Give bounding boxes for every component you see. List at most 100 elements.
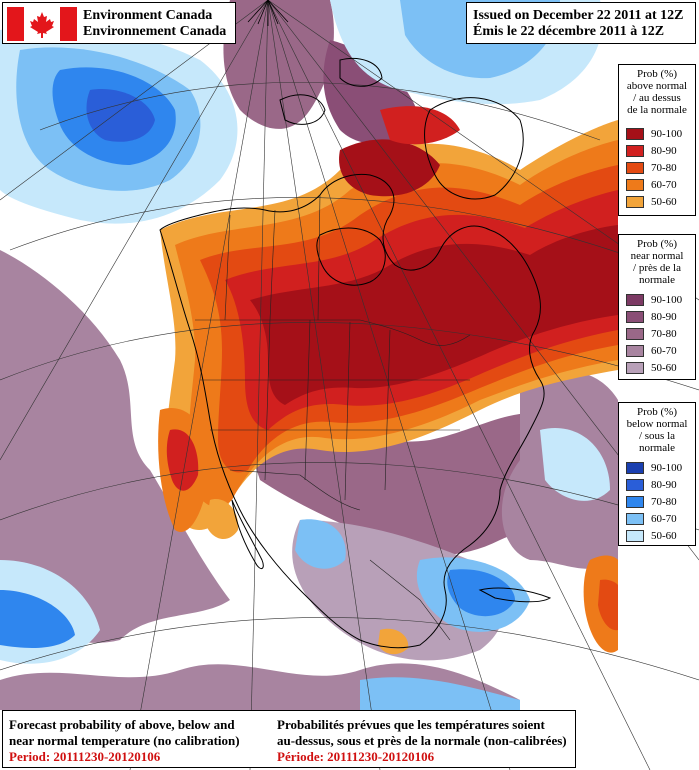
legend-title-line: Prob (%) xyxy=(636,238,678,250)
legend-item: 90-100 xyxy=(619,460,695,477)
legend-title-line: de la normale xyxy=(627,104,687,116)
above-normal-arctic-strip xyxy=(380,106,460,145)
longitude-line xyxy=(267,0,651,770)
legend-item: 50-60 xyxy=(619,360,695,377)
latitude-line xyxy=(39,82,601,141)
legend-label: 70-80 xyxy=(651,162,677,174)
pole-marker xyxy=(247,0,289,26)
legend-label: 90-100 xyxy=(651,294,683,306)
latitude-line xyxy=(9,197,641,261)
longitude-line xyxy=(0,0,269,461)
longitude-line xyxy=(267,0,381,770)
color-swatch xyxy=(626,311,644,323)
canada-flag-icon xyxy=(7,7,77,41)
legend-item: 90-100 xyxy=(619,126,695,143)
north-america-coast xyxy=(159,173,545,649)
longitude-line xyxy=(249,0,269,770)
agency-name-english: Environment Canada xyxy=(83,8,213,23)
legend-item: 50-60 xyxy=(619,194,695,211)
below-normal-northwest-max xyxy=(86,89,155,142)
legend-title-line: near normal xyxy=(630,250,684,262)
legend-label: 80-90 xyxy=(651,311,677,323)
caption-french-line: Probabilités prévues que les température… xyxy=(277,717,545,732)
legend-title-line: Prob (%) xyxy=(636,68,678,80)
legend-item: 60-70 xyxy=(619,511,695,528)
color-swatch xyxy=(626,462,644,474)
legend-label: 60-70 xyxy=(651,345,677,357)
province-line xyxy=(317,194,321,321)
legend-title-line: below normal xyxy=(626,418,688,430)
caption-french-period: Période: 20111230-20120106 xyxy=(277,749,435,764)
color-swatch xyxy=(626,513,644,525)
legend-item: 50-60 xyxy=(619,528,695,545)
state-line xyxy=(264,319,271,481)
above-normal-labrador xyxy=(339,139,440,197)
legend-label: 80-90 xyxy=(651,479,677,491)
above-normal-southwest-coast xyxy=(206,499,239,540)
below-normal-south-strip xyxy=(360,677,520,710)
state-line xyxy=(344,321,351,501)
arctic-island-coast xyxy=(279,94,326,125)
legend-item: 80-90 xyxy=(619,477,695,494)
legend-label: 80-90 xyxy=(651,145,677,157)
hudson-bay-coast xyxy=(316,227,386,286)
legend-title-line: Prob (%) xyxy=(636,406,678,418)
legend-item: 60-70 xyxy=(619,177,695,194)
cuba-coast xyxy=(478,587,552,603)
legend-item: 70-80 xyxy=(619,326,695,343)
color-swatch xyxy=(626,162,644,174)
below-normal-baja xyxy=(295,519,346,569)
legend-label: 50-60 xyxy=(651,196,677,208)
below-normal-east-atlantic xyxy=(540,428,610,501)
map-caption: Forecast probability of above, below and… xyxy=(2,710,576,768)
legend-label: 90-100 xyxy=(651,128,683,140)
legend-title-line: normale xyxy=(638,274,676,286)
above-normal-90-100 xyxy=(250,225,618,405)
legend-title-line: above normal xyxy=(626,80,688,92)
color-swatch xyxy=(626,362,644,374)
legend-near-normal: Prob (%) near normal / près de la normal… xyxy=(618,234,696,380)
legend-item: 70-80 xyxy=(619,494,695,511)
agency-header: Environment Canada Environnement Canada xyxy=(2,2,236,44)
legend-above-title: Prob (%) above normal / au dessus de la … xyxy=(619,65,695,118)
legend-title-line: / près de la xyxy=(633,262,681,274)
longitude-line xyxy=(267,0,511,770)
near-normal-west-pacific xyxy=(0,250,230,643)
legend-item: 70-80 xyxy=(619,160,695,177)
greenland-coast xyxy=(424,97,524,200)
caption-english-line: near normal temperature (no calibration) xyxy=(9,733,240,748)
below-normal-southwest-core xyxy=(0,590,75,648)
color-swatch xyxy=(626,530,644,542)
us-mexico-border xyxy=(229,469,361,511)
issue-date-english: Issued on December 22 2011 at 12Z xyxy=(473,8,684,23)
legend-below-title: Prob (%) below normal / sous la normale xyxy=(619,403,695,456)
above-normal-east-atlantic-core xyxy=(598,579,618,631)
caption-english-period: Period: 20111230-20120106 xyxy=(9,749,161,764)
legend-item: 90-100 xyxy=(619,292,695,309)
baja-coast xyxy=(231,499,264,569)
canada-us-border xyxy=(195,319,471,346)
near-normal-north-arctic xyxy=(223,0,334,129)
political-boundaries xyxy=(195,194,471,641)
state-line xyxy=(304,319,311,481)
legend-label: 60-70 xyxy=(651,513,677,525)
caption-english-line: Forecast probability of above, below and xyxy=(9,717,235,732)
color-swatch xyxy=(626,128,644,140)
color-swatch xyxy=(626,496,644,508)
latitude-line xyxy=(0,462,699,531)
issue-date-box: Issued on December 22 2011 at 12Z Émis l… xyxy=(466,2,696,44)
color-swatch xyxy=(626,479,644,491)
legend-label: 70-80 xyxy=(651,496,677,508)
color-swatch xyxy=(626,345,644,357)
coastlines xyxy=(159,57,552,649)
legend-label: 50-60 xyxy=(651,362,677,374)
above-normal-southwest-core xyxy=(166,429,199,491)
legend-item: 60-70 xyxy=(619,343,695,360)
legend-label: 60-70 xyxy=(651,179,677,191)
latitude-line xyxy=(0,322,699,391)
state-line xyxy=(384,329,391,491)
legend-above-normal: Prob (%) above normal / au dessus de la … xyxy=(618,64,696,216)
legend-label: 90-100 xyxy=(651,462,683,474)
